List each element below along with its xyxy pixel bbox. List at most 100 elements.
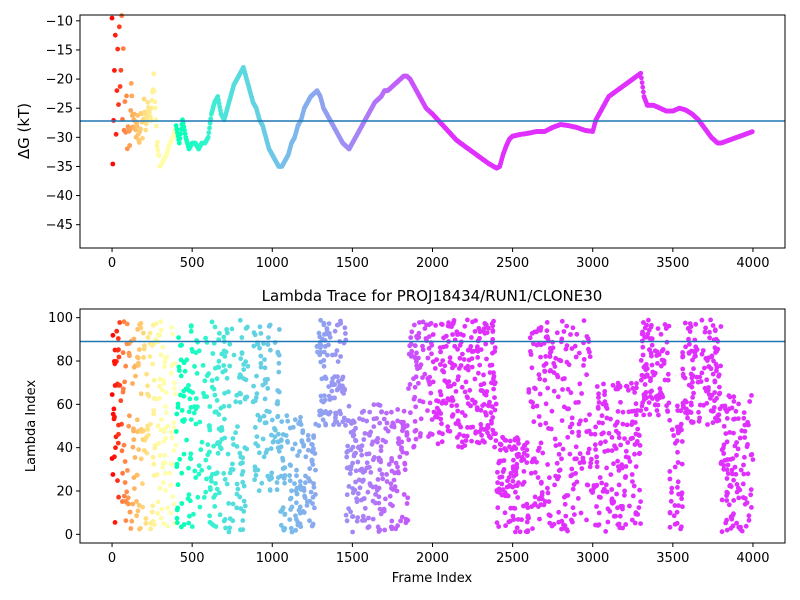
- lambda-point: [182, 417, 187, 422]
- lambda-point: [340, 419, 346, 425]
- lambda-point: [533, 386, 538, 392]
- lambda-point: [272, 434, 278, 440]
- lambda-point: [192, 364, 197, 369]
- lambda-point: [367, 432, 372, 438]
- lambda-point: [508, 470, 514, 476]
- lambda-point: [731, 416, 736, 422]
- lambda-point: [230, 436, 236, 441]
- lambda-point: [450, 332, 455, 337]
- lambda-point: [622, 488, 627, 494]
- lambda-point: [175, 401, 181, 407]
- lambda-point: [353, 479, 358, 485]
- lambda-point: [481, 427, 487, 432]
- lambda-point: [163, 425, 168, 431]
- lambda-point: [604, 465, 609, 471]
- lambda-point: [251, 343, 257, 349]
- lambda-point: [230, 518, 236, 524]
- lambda-point: [236, 375, 242, 380]
- lambda-point: [728, 525, 734, 531]
- lambda-point: [303, 480, 308, 486]
- lambda-point: [267, 322, 273, 328]
- lambda-point: [284, 413, 290, 419]
- lambda-point: [554, 330, 560, 336]
- lambda-point: [344, 454, 350, 460]
- lambda-point: [568, 473, 574, 479]
- lambda-point: [137, 322, 142, 328]
- lambda-point: [713, 416, 718, 421]
- lambda-point: [274, 487, 280, 493]
- lambda-point: [570, 486, 576, 492]
- delta-g-points: [109, 13, 755, 171]
- lambda-point: [537, 422, 543, 428]
- lambda-point: [532, 501, 538, 507]
- lambda-point: [240, 518, 246, 523]
- lambda-point: [327, 331, 332, 336]
- lambda-point: [631, 483, 637, 489]
- lambda-point: [261, 341, 266, 346]
- lambda-point: [278, 444, 284, 450]
- lambda-point: [749, 505, 754, 510]
- delta-g-point: [114, 88, 120, 93]
- lambda-point: [389, 456, 394, 461]
- lambda-point: [562, 523, 568, 528]
- lambda-point: [255, 443, 261, 449]
- lambda-point: [344, 518, 350, 524]
- lambda-point: [702, 329, 708, 335]
- lambda-point: [474, 405, 480, 410]
- lambda-point: [378, 444, 384, 449]
- lambda-point: [470, 319, 475, 325]
- lambda-point: [542, 499, 548, 504]
- lambda-point: [181, 451, 187, 457]
- lambda-point: [736, 416, 741, 421]
- lambda-point: [699, 370, 705, 376]
- lambda-point: [551, 388, 557, 394]
- lambda-point: [136, 360, 141, 366]
- lambda-point: [412, 322, 417, 328]
- lambda-point: [567, 451, 573, 457]
- lambda-point: [502, 510, 508, 516]
- lambda-point: [292, 481, 297, 486]
- lambda-point: [496, 524, 502, 529]
- lambda-point: [619, 465, 625, 471]
- lambda-point: [202, 378, 208, 384]
- lambda-point: [289, 529, 295, 535]
- lambda-point: [594, 504, 599, 509]
- lambda-point: [604, 489, 610, 495]
- lambda-point: [443, 333, 449, 339]
- lambda-point: [383, 426, 389, 431]
- lambda-point: [485, 423, 491, 428]
- lambda-point: [141, 355, 147, 360]
- lambda-point: [192, 468, 198, 474]
- lambda-point: [117, 320, 123, 325]
- lambda-point: [702, 365, 707, 371]
- lambda-point: [570, 519, 575, 525]
- lambda-point: [252, 332, 258, 338]
- lambda-point: [197, 419, 203, 425]
- lambda-point: [679, 439, 685, 444]
- lambda-point: [294, 485, 300, 491]
- delta-g-point: [154, 143, 160, 149]
- lambda-point: [618, 399, 623, 405]
- lambda-point: [267, 477, 272, 482]
- lambda-point: [124, 321, 130, 327]
- lambda-point: [634, 385, 639, 391]
- lambda-point: [615, 409, 621, 414]
- lambda-point: [298, 487, 304, 492]
- lambda-point: [304, 499, 310, 505]
- lambda-point: [335, 374, 340, 380]
- lambda-point: [457, 355, 463, 361]
- lambda-point: [122, 459, 128, 464]
- lambda-point: [544, 320, 550, 325]
- lambda-point: [726, 502, 732, 508]
- lambda-point: [629, 408, 635, 414]
- delta-g-y-tick-label: −45: [46, 218, 73, 233]
- lambda-point: [390, 420, 396, 426]
- lambda-point: [538, 325, 544, 330]
- lambda-point: [114, 328, 120, 334]
- delta-g-y-tick-label: −25: [46, 102, 73, 117]
- lambda-point: [145, 383, 151, 389]
- lambda-point: [545, 462, 550, 467]
- lambda-point: [159, 327, 164, 333]
- lambda-point: [434, 357, 439, 362]
- lambda-point: [667, 524, 673, 530]
